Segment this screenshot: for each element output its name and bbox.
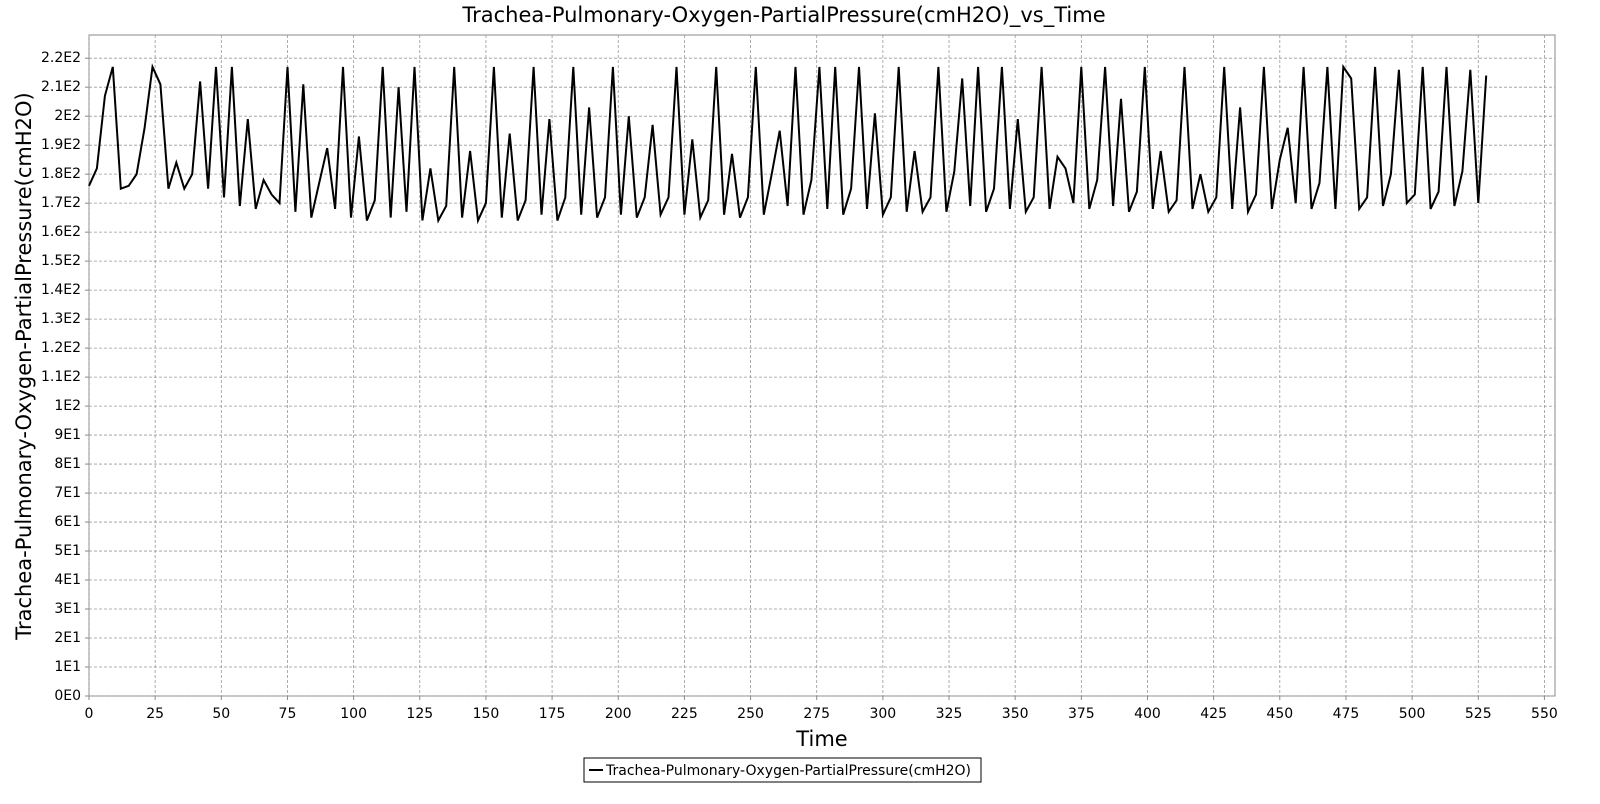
y-tick-label: 3E1 bbox=[54, 601, 81, 617]
y-tick-label: 0E0 bbox=[54, 688, 81, 704]
x-tick-label: 175 bbox=[539, 706, 566, 722]
x-tick-label: 100 bbox=[340, 706, 367, 722]
x-tick-label: 375 bbox=[1068, 706, 1095, 722]
x-tick-label: 50 bbox=[212, 706, 230, 722]
y-tick-label: 1E2 bbox=[54, 398, 81, 414]
x-tick-label: 350 bbox=[1002, 706, 1029, 722]
y-tick-label: 5E1 bbox=[54, 543, 81, 559]
y-tick-label: 1.4E2 bbox=[41, 282, 81, 298]
y-axis-label: Trachea-Pulmonary-Oxygen-PartialPressure… bbox=[12, 92, 36, 641]
x-tick-label: 525 bbox=[1465, 706, 1492, 722]
x-tick-label: 475 bbox=[1333, 706, 1360, 722]
x-tick-label: 325 bbox=[936, 706, 963, 722]
x-tick-label: 0 bbox=[85, 706, 94, 722]
y-tick-label: 1.1E2 bbox=[41, 369, 81, 385]
y-tick-label: 2E2 bbox=[54, 108, 81, 124]
x-tick-label: 225 bbox=[671, 706, 698, 722]
x-tick-label: 75 bbox=[279, 706, 297, 722]
y-tick-label: 8E1 bbox=[54, 456, 81, 472]
x-tick-label: 150 bbox=[473, 706, 500, 722]
data-line bbox=[88, 63, 1488, 225]
x-tick-label: 500 bbox=[1399, 706, 1426, 722]
chart-title: Trachea-Pulmonary-Oxygen-PartialPressure… bbox=[461, 3, 1105, 28]
y-tick-label: 4E1 bbox=[54, 572, 81, 588]
y-tick-label: 1E1 bbox=[54, 659, 81, 675]
y-tick-label: 7E1 bbox=[54, 485, 81, 501]
x-tick-label: 300 bbox=[869, 706, 896, 722]
x-tick-label: 425 bbox=[1200, 706, 1227, 722]
y-tick-label: 1.5E2 bbox=[41, 253, 81, 269]
y-tick-label: 1.2E2 bbox=[41, 340, 81, 356]
x-tick-label: 250 bbox=[737, 706, 764, 722]
legend-label: Trachea-Pulmonary-Oxygen-PartialPressure… bbox=[605, 763, 971, 779]
x-tick-label: 400 bbox=[1134, 706, 1161, 722]
y-tick-label: 1.3E2 bbox=[41, 311, 81, 327]
y-tick-label: 1.6E2 bbox=[41, 224, 81, 240]
x-tick-label: 450 bbox=[1266, 706, 1293, 722]
x-tick-label: 25 bbox=[146, 706, 164, 722]
y-tick-label: 6E1 bbox=[54, 514, 81, 530]
y-tick-label: 1.7E2 bbox=[41, 195, 81, 211]
x-tick-label: 550 bbox=[1531, 706, 1558, 722]
y-tick-label: 2E1 bbox=[54, 630, 81, 646]
y-tick-label: 1.8E2 bbox=[41, 166, 81, 182]
legend bbox=[583, 757, 982, 783]
y-tick-label: 2.2E2 bbox=[41, 50, 81, 66]
plot-border bbox=[88, 34, 1556, 697]
y-tick-label: 9E1 bbox=[54, 427, 81, 443]
x-tick-label: 200 bbox=[605, 706, 632, 722]
x-axis-label: Time bbox=[795, 727, 847, 751]
x-tick-label: 275 bbox=[803, 706, 830, 722]
x-tick-label: 125 bbox=[406, 706, 433, 722]
y-tick-label: 2.1E2 bbox=[41, 79, 81, 95]
y-tick-label: 1.9E2 bbox=[41, 137, 81, 153]
